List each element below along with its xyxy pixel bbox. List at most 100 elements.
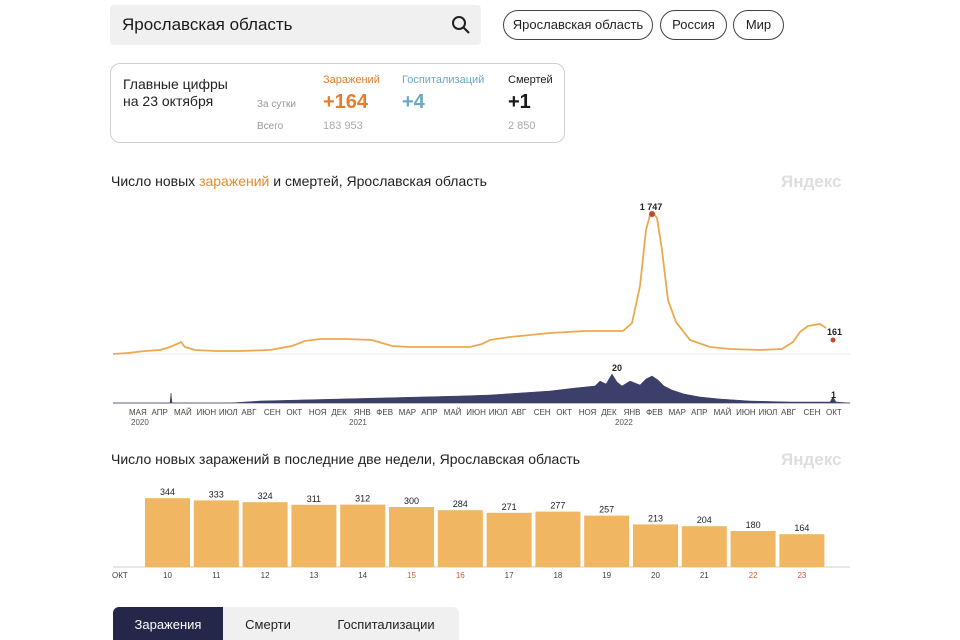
month-tick-label: СЕН bbox=[534, 408, 551, 417]
bar-value-label: 333 bbox=[209, 489, 224, 499]
bar-value-label: 284 bbox=[453, 499, 468, 509]
month-tick-label: ЯНВ bbox=[624, 408, 641, 417]
metric-tabs: Заражения Смерти Госпитализации bbox=[113, 607, 459, 640]
infections-last-marker bbox=[830, 337, 836, 343]
bar-category-label: 18 bbox=[553, 571, 562, 580]
deaths-total: 2 850 bbox=[508, 120, 536, 132]
month-tick-label: НОЯ bbox=[309, 408, 327, 417]
bar-11 bbox=[193, 500, 239, 567]
bar-14 bbox=[340, 504, 386, 567]
month-tick-label: АПР bbox=[152, 408, 168, 417]
hospitalizations-daily: +4 bbox=[402, 91, 425, 113]
infections-header: Заражений bbox=[323, 74, 380, 86]
bar-18 bbox=[535, 511, 581, 567]
region-pill-russia[interactable]: Россия bbox=[660, 10, 727, 40]
bar-value-label: 312 bbox=[355, 494, 370, 504]
region-pill-yaroslavl[interactable]: Ярославская область bbox=[503, 10, 653, 40]
bar-category-label: 21 bbox=[700, 571, 709, 580]
deaths-peak-label: 20 bbox=[612, 363, 622, 373]
bar-category-label: 23 bbox=[797, 571, 806, 580]
month-axis: МАЯ АПР МАЙ ИЮН ИЮЛ АВГ СЕН ОКТ НОЯ ДЕК ЯНВ ФЕВ МАР А… bbox=[129, 408, 842, 417]
infections-total: 183 953 bbox=[323, 120, 363, 132]
bar-category-label: 15 bbox=[407, 571, 416, 580]
month-tick-label: АВГ bbox=[241, 408, 257, 417]
bar-category-label: 19 bbox=[602, 571, 611, 580]
month-tick-label: СЕН bbox=[264, 408, 281, 417]
month-tick-label: ОКТ bbox=[556, 408, 572, 417]
timeline-chart: 1 747 161 20 1 МАЯ АПР МАЙ ИЮН ИЮЛ АВГ СЕН ОКТ Н… bbox=[112, 202, 851, 427]
month-tick-label: ДЕК bbox=[601, 408, 617, 417]
bar-category-label: 12 bbox=[261, 571, 270, 580]
month-tick-label: МАЙ bbox=[444, 408, 462, 417]
region-pill-world[interactable]: Мир bbox=[733, 10, 784, 40]
month-tick-label: МАЯ bbox=[129, 408, 147, 417]
daily-row-label: За сутки bbox=[257, 99, 296, 110]
search-box[interactable]: Ярославская область bbox=[110, 5, 481, 45]
bar-category-label: 14 bbox=[358, 571, 367, 580]
bar-value-label: 300 bbox=[404, 496, 419, 506]
month-tick-label: ОКТ bbox=[286, 408, 302, 417]
bar-category-label: 17 bbox=[505, 571, 514, 580]
total-row-label: Всего bbox=[257, 121, 284, 132]
bar-category-label: 20 bbox=[651, 571, 660, 580]
month-tick-label: АВГ bbox=[781, 408, 797, 417]
month-tick-label: СЕН bbox=[804, 408, 821, 417]
deaths-daily: +1 bbox=[508, 91, 531, 113]
bar-15 bbox=[389, 507, 434, 567]
search-input[interactable]: Ярославская область bbox=[122, 15, 293, 34]
month-tick-label: МАЙ bbox=[174, 408, 192, 417]
infections-peak-marker bbox=[649, 211, 655, 217]
month-tick-label: ИЮЛ bbox=[759, 408, 778, 417]
bar-category-label: 11 bbox=[212, 571, 221, 580]
month-tick-label: ОКТ bbox=[826, 408, 842, 417]
year-label-2020: 2020 bbox=[131, 418, 149, 427]
chart2-title: Число новых заражений в последние две не… bbox=[111, 451, 581, 467]
infections-daily: +164 bbox=[323, 91, 369, 113]
month-tick-label: ИЮН bbox=[197, 408, 217, 417]
month-tick-label: ДЕК bbox=[331, 408, 347, 417]
summary-card: Главные цифры на 23 октября За сутки Все… bbox=[110, 63, 565, 143]
month-tick-label: ФЕВ bbox=[376, 408, 393, 417]
infections-line bbox=[112, 212, 827, 355]
month-tick-label: АПР bbox=[691, 408, 707, 417]
bar-category-label: 13 bbox=[309, 571, 318, 580]
month-tick-label: ЯНВ bbox=[354, 408, 371, 417]
bar-category-label: 16 bbox=[456, 571, 465, 580]
month-tick-label: ИЮЛ bbox=[489, 408, 508, 417]
search-icon[interactable] bbox=[451, 15, 471, 35]
bar-23 bbox=[779, 534, 825, 567]
bar-category-label: 10 bbox=[163, 571, 172, 580]
tab-hospitalizations[interactable]: Госпитализации bbox=[337, 617, 435, 632]
bar-17 bbox=[486, 512, 532, 567]
deaths-area bbox=[113, 373, 851, 404]
bar-value-label: 271 bbox=[502, 502, 517, 512]
bar-value-label: 344 bbox=[160, 487, 175, 497]
bar-value-label: 204 bbox=[697, 515, 712, 525]
bar-value-label: 164 bbox=[794, 523, 809, 533]
bar-10 bbox=[145, 498, 190, 567]
bar-x-month-label: ОКТ bbox=[112, 571, 128, 580]
bar-19 bbox=[584, 515, 630, 567]
bar-13 bbox=[291, 504, 337, 567]
tab-deaths[interactable]: Смерти bbox=[245, 617, 291, 632]
yandex-watermark-2: Яндекс bbox=[781, 450, 842, 469]
bar-value-label: 324 bbox=[258, 491, 273, 501]
infections-last-label: 161 bbox=[827, 327, 842, 337]
infections-peak-label: 1 747 bbox=[640, 202, 663, 212]
yandex-watermark-1: Яндекс bbox=[781, 172, 842, 191]
month-tick-label: АВГ bbox=[511, 408, 527, 417]
year-label-2021: 2021 bbox=[349, 418, 367, 427]
two-week-bar-chart: ОКТ 344 10 333 11 324 12 311 13 312 14 300 15 284 16 2… bbox=[112, 487, 850, 580]
bar-value-label: 311 bbox=[307, 494, 321, 504]
bar-20 bbox=[633, 524, 678, 567]
bar-value-label: 277 bbox=[550, 501, 565, 511]
tab-infections[interactable]: Заражения bbox=[113, 607, 223, 640]
chart1-title: Число новых заражений и смертей, Ярослав… bbox=[111, 173, 487, 189]
month-tick-label: МАР bbox=[399, 408, 416, 417]
month-tick-label: ИЮЛ bbox=[219, 408, 238, 417]
deaths-header: Смертей bbox=[508, 74, 553, 86]
bar-value-label: 257 bbox=[599, 505, 614, 515]
month-tick-label: АПР bbox=[421, 408, 437, 417]
year-label-2022: 2022 bbox=[615, 418, 633, 427]
bar-value-label: 180 bbox=[746, 520, 761, 530]
